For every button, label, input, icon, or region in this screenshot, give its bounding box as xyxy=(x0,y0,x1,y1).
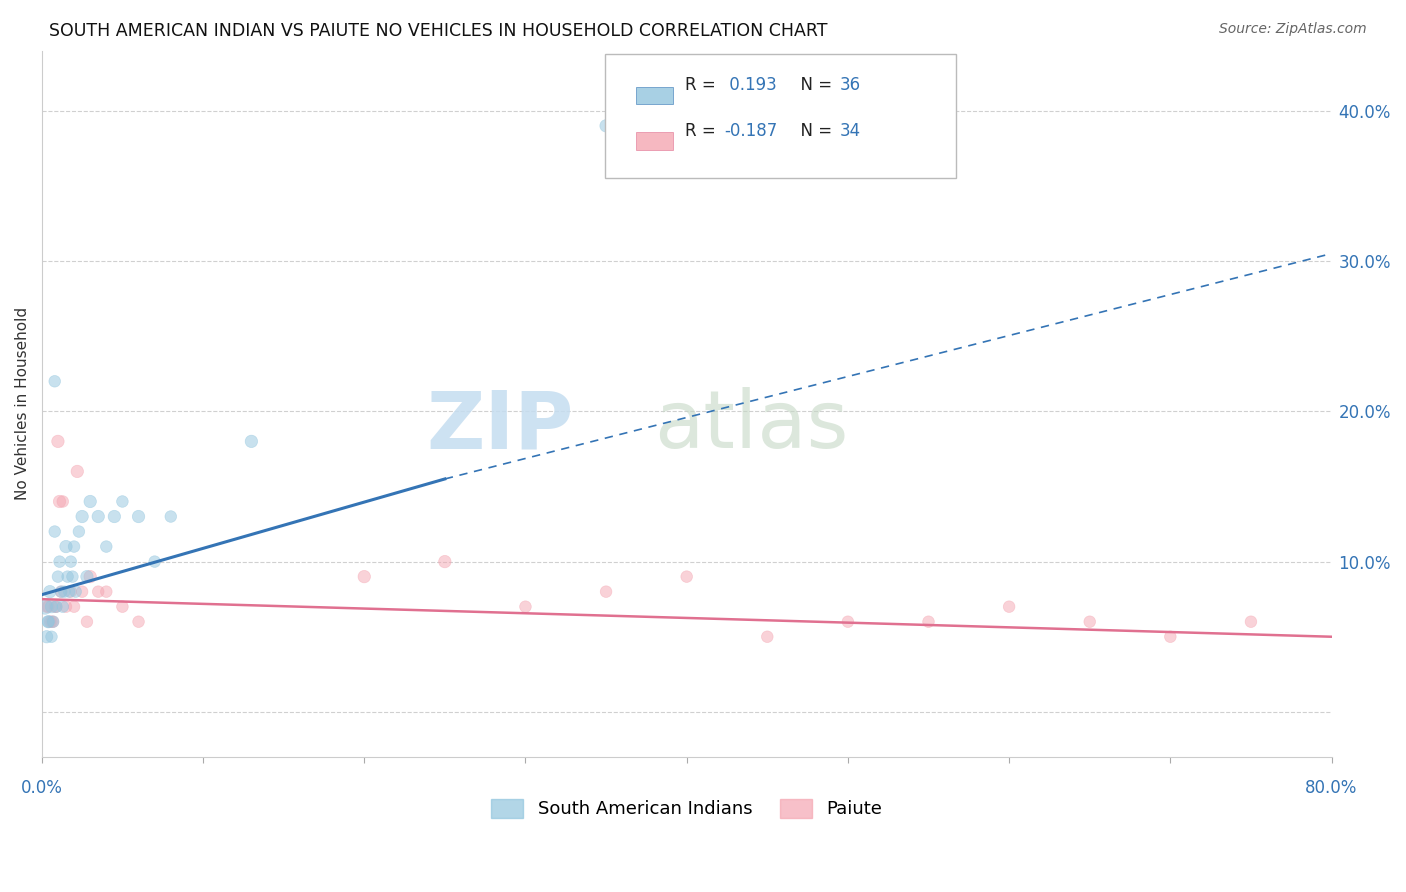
Point xyxy=(44,524,66,539)
Point xyxy=(52,599,75,614)
Point xyxy=(46,569,69,583)
Point xyxy=(79,494,101,508)
Point xyxy=(55,599,77,614)
Point xyxy=(53,584,76,599)
Point xyxy=(37,615,59,629)
Point xyxy=(48,555,70,569)
Point xyxy=(45,599,67,614)
Text: atlas: atlas xyxy=(654,387,849,466)
Point xyxy=(37,615,59,629)
Point xyxy=(515,599,537,614)
Text: 80.0%: 80.0% xyxy=(1305,780,1358,797)
Point xyxy=(96,540,118,554)
Text: N =: N = xyxy=(790,76,838,94)
Point xyxy=(433,555,456,569)
Point xyxy=(103,509,125,524)
Point xyxy=(917,615,939,629)
Point xyxy=(34,599,56,614)
Point xyxy=(353,569,375,583)
Point xyxy=(756,630,779,644)
Point xyxy=(38,584,60,599)
Text: 0.0%: 0.0% xyxy=(21,780,63,797)
Point xyxy=(42,615,65,629)
Point xyxy=(42,615,65,629)
Point xyxy=(143,555,166,569)
Point xyxy=(46,434,69,449)
Text: R =: R = xyxy=(685,122,721,140)
Text: Source: ZipAtlas.com: Source: ZipAtlas.com xyxy=(1219,22,1367,37)
Point xyxy=(87,584,110,599)
Point xyxy=(41,599,63,614)
Text: 34: 34 xyxy=(839,122,860,140)
Point xyxy=(41,630,63,644)
Point xyxy=(37,599,59,614)
Text: ZIP: ZIP xyxy=(426,387,574,466)
Point xyxy=(63,540,86,554)
Point xyxy=(837,615,859,629)
Point xyxy=(128,509,150,524)
Text: N =: N = xyxy=(790,122,838,140)
Legend: South American Indians, Paiute: South American Indians, Paiute xyxy=(484,792,890,826)
Point xyxy=(65,584,87,599)
Point xyxy=(66,465,89,479)
Point xyxy=(595,119,617,133)
Point xyxy=(128,615,150,629)
Point xyxy=(35,630,58,644)
Point xyxy=(1078,615,1101,629)
Point xyxy=(240,434,263,449)
Point xyxy=(595,584,617,599)
Point xyxy=(998,599,1021,614)
Point xyxy=(49,584,72,599)
Point xyxy=(70,584,93,599)
Point xyxy=(1240,615,1263,629)
Point xyxy=(76,615,98,629)
Text: R =: R = xyxy=(685,76,721,94)
Point xyxy=(159,509,181,524)
Point xyxy=(59,555,82,569)
Point xyxy=(76,569,98,583)
Y-axis label: No Vehicles in Household: No Vehicles in Household xyxy=(15,307,30,500)
Point xyxy=(44,374,66,388)
Point xyxy=(111,494,134,508)
Point xyxy=(55,540,77,554)
Point xyxy=(96,584,118,599)
Text: 36: 36 xyxy=(839,76,860,94)
Point xyxy=(38,615,60,629)
Point xyxy=(1159,630,1181,644)
Point xyxy=(62,569,84,583)
Point xyxy=(70,509,93,524)
Text: 0.193: 0.193 xyxy=(724,76,778,94)
Text: -0.187: -0.187 xyxy=(724,122,778,140)
Point xyxy=(44,599,66,614)
Point xyxy=(79,569,101,583)
Point xyxy=(48,494,70,508)
Point xyxy=(58,584,80,599)
Point xyxy=(52,494,75,508)
Point xyxy=(35,599,58,614)
Point xyxy=(675,569,697,583)
Text: SOUTH AMERICAN INDIAN VS PAIUTE NO VEHICLES IN HOUSEHOLD CORRELATION CHART: SOUTH AMERICAN INDIAN VS PAIUTE NO VEHIC… xyxy=(49,22,828,40)
Point xyxy=(87,509,110,524)
Point xyxy=(45,599,67,614)
Point xyxy=(59,584,82,599)
Point xyxy=(111,599,134,614)
Point xyxy=(41,615,63,629)
Point xyxy=(49,584,72,599)
Point xyxy=(63,599,86,614)
Point xyxy=(56,569,79,583)
Point xyxy=(67,524,90,539)
